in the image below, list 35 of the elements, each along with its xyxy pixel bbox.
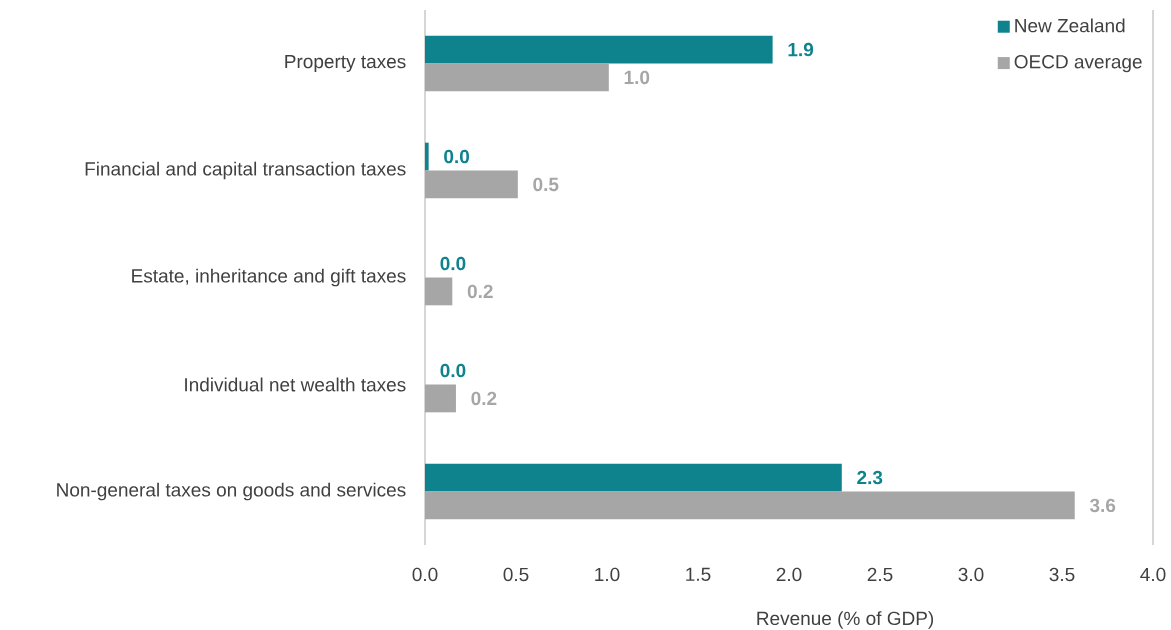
x-tick-label: 0.0 bbox=[412, 567, 438, 582]
data-label: 0.0 bbox=[440, 363, 466, 378]
x-tick-label: 0.5 bbox=[503, 567, 529, 582]
x-tick-label: 2.0 bbox=[776, 567, 802, 582]
data-label: 2.3 bbox=[857, 470, 883, 485]
legend-label: OECD average bbox=[1014, 55, 1142, 73]
bar bbox=[425, 63, 609, 92]
x-tick-label: 2.5 bbox=[867, 567, 893, 582]
x-tick-label: 1.0 bbox=[595, 567, 620, 582]
y-tick-label: Estate, inheritance and gift taxes bbox=[132, 268, 406, 287]
x-axis-title: Revenue (% of GDP) bbox=[757, 611, 934, 629]
data-label: 0.5 bbox=[533, 177, 559, 192]
data-label: 1.0 bbox=[624, 70, 650, 85]
x-tick-label: 3.0 bbox=[958, 567, 984, 582]
y-tick-label: Financial and capital transaction taxes bbox=[85, 161, 406, 180]
legend-label: New Zealand bbox=[1015, 18, 1125, 33]
bar bbox=[425, 491, 1075, 520]
y-tick-label: Non-general taxes on goods and services bbox=[57, 482, 406, 501]
bar bbox=[425, 170, 518, 199]
bar bbox=[425, 384, 456, 413]
data-label: 3.6 bbox=[1089, 498, 1116, 513]
y-tick-label: Property taxes bbox=[285, 54, 406, 73]
x-tick-label: 4.0 bbox=[1140, 567, 1166, 582]
data-label: 0.2 bbox=[467, 284, 493, 299]
bar bbox=[425, 142, 429, 171]
bar bbox=[425, 277, 453, 306]
data-label: 0.0 bbox=[440, 256, 466, 271]
y-tick-label: Individual net wealth taxes bbox=[185, 377, 406, 392]
data-label: 1.9 bbox=[788, 42, 814, 57]
bar bbox=[425, 35, 773, 64]
x-tick-label: 3.5 bbox=[1049, 567, 1075, 582]
bar bbox=[425, 463, 842, 492]
data-label: 0.0 bbox=[444, 149, 470, 164]
x-tick-label: 1.5 bbox=[686, 567, 711, 581]
data-label: 0.2 bbox=[471, 391, 497, 406]
